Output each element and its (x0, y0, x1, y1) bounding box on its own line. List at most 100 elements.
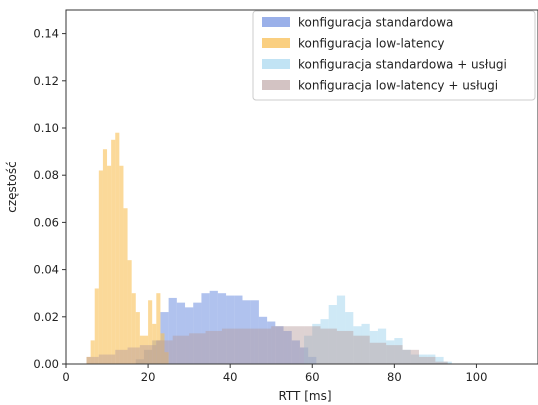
histogram-bar (111, 139, 116, 364)
histogram-bar (394, 338, 403, 364)
histogram-bar (336, 330, 354, 364)
histogram-bar (185, 307, 194, 364)
histogram-bar (410, 354, 419, 364)
histogram-bar (386, 340, 395, 364)
histogram-bar (160, 312, 169, 364)
histogram-bar (250, 300, 259, 364)
histogram-bar (139, 335, 144, 364)
legend-swatch (262, 17, 290, 27)
histogram-bar (320, 319, 329, 364)
y-tick-label: 0.06 (33, 215, 59, 229)
x-tick-label: 60 (305, 370, 320, 384)
histogram-bar (119, 165, 124, 364)
x-axis-label: RTT [ms] (278, 389, 331, 403)
x-tick-label: 80 (387, 370, 402, 384)
x-tick-label: 20 (141, 370, 156, 384)
histogram-bar (160, 333, 165, 364)
legend-label: konfiguracja standardowa + usługi (298, 58, 507, 72)
histogram-bar (168, 297, 177, 364)
histogram-bar (172, 335, 190, 364)
y-axis-label: częstość (5, 161, 19, 212)
histogram-bar (123, 208, 128, 364)
histogram-bar (443, 361, 452, 364)
histogram-bar (226, 295, 235, 364)
histogram-bar (90, 340, 95, 364)
histogram-bar (345, 312, 354, 364)
y-tick-label: 0.00 (33, 357, 59, 371)
histogram-bar (143, 335, 149, 364)
histogram-bar (369, 330, 378, 364)
histogram-bar (435, 361, 448, 364)
series-3 (304, 295, 452, 364)
histogram-bar (238, 328, 255, 364)
histogram-bar (435, 356, 444, 364)
histogram-bar (156, 340, 173, 364)
y-tick-label: 0.14 (33, 27, 59, 41)
histogram-bar (418, 356, 436, 364)
histogram-bar (328, 305, 337, 364)
x-tick-label: 0 (62, 370, 69, 384)
histogram-bar (234, 295, 243, 364)
histogram-bar (107, 165, 112, 364)
histogram-bar (418, 354, 428, 364)
y-axis: 0.00 0.02 0.04 0.06 0.08 0.10 0.12 0.14 (33, 27, 66, 371)
histogram-bar (189, 333, 206, 364)
histogram-bar (143, 349, 153, 364)
y-tick-label: 0.10 (33, 121, 59, 135)
histogram-bar (131, 293, 136, 364)
histogram-bar (271, 326, 288, 364)
y-tick-label: 0.12 (33, 74, 59, 88)
histogram-bar (267, 321, 276, 364)
histogram-bar (148, 300, 153, 364)
legend-label: konfiguracja low-latency + usługi (298, 79, 498, 93)
histogram-bar (94, 288, 99, 364)
x-tick-label: 40 (223, 370, 238, 384)
x-tick-label: 100 (465, 370, 487, 384)
histogram-bar (156, 293, 161, 364)
histogram-bar (139, 345, 157, 364)
histogram-bar (135, 312, 140, 364)
histogram-bar (115, 349, 128, 364)
histogram-bar (86, 356, 99, 364)
histogram-bar (291, 340, 300, 364)
x-axis: 0 20 40 60 80 100 (62, 364, 487, 384)
histogram-bar (98, 354, 116, 364)
histogram-bar (361, 323, 370, 364)
legend-swatch (262, 80, 290, 90)
histogram-bar (254, 328, 272, 364)
series-1 (135, 290, 317, 364)
legend-box (252, 10, 536, 101)
histogram-bar (386, 345, 403, 364)
legend: konfiguracja standardowa konfiguracja low… (252, 10, 536, 101)
histogram-bar (86, 356, 91, 364)
histogram-bar (115, 132, 120, 364)
y-tick-label: 0.02 (33, 310, 59, 324)
histogram-bar (275, 326, 284, 364)
legend-label: konfiguracja low-latency (298, 37, 445, 51)
histogram-bar (283, 330, 292, 364)
series-2 (86, 132, 169, 364)
histogram-bar (377, 328, 387, 364)
histogram-bar (258, 316, 268, 364)
histogram-bar (402, 349, 411, 364)
histogram-bar (336, 295, 346, 364)
histogram-bar (193, 302, 202, 364)
plot-frame (65, 9, 538, 365)
histogram-bar (102, 149, 108, 364)
histogram-bar (427, 354, 436, 364)
histogram-bar (152, 340, 161, 364)
histogram-bar (209, 290, 218, 364)
y-tick-label: 0.04 (33, 263, 59, 277)
histogram-bar (221, 328, 239, 364)
histogram-bar (205, 330, 222, 364)
legend-swatch (262, 59, 290, 69)
legend-swatch (262, 38, 290, 48)
histogram-bar (312, 323, 321, 364)
bars-layer (86, 132, 452, 364)
histogram-bar (304, 326, 321, 364)
histogram-bar (127, 347, 140, 364)
y-tick-label: 0.08 (33, 168, 59, 182)
histogram-bar (217, 293, 227, 364)
histogram-bar (201, 293, 210, 364)
